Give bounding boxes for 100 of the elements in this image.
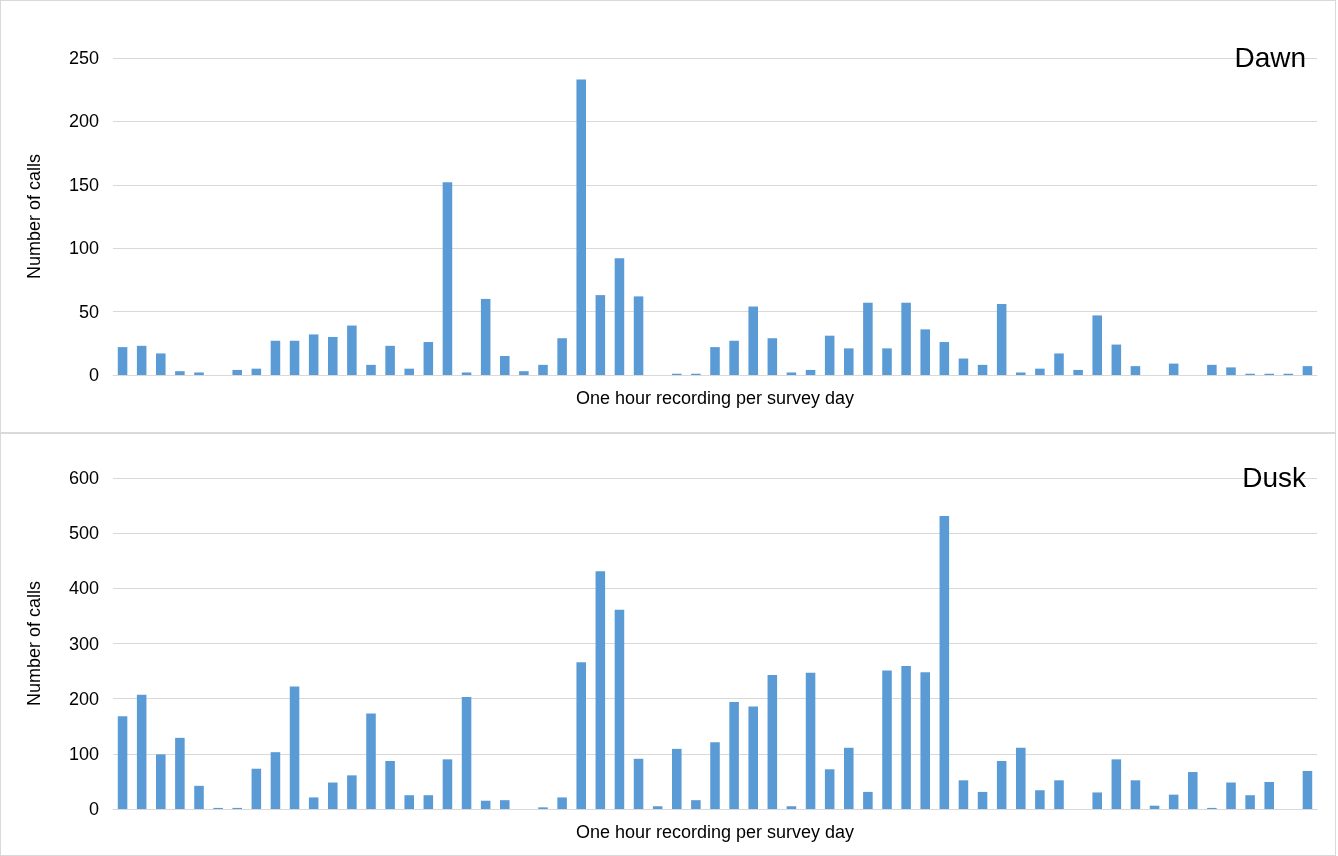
bar [1130,366,1141,375]
chart-title: Dusk [1242,461,1307,493]
bar [920,329,930,375]
bar [461,372,472,375]
bar [595,571,606,809]
bar [366,713,376,809]
bar [748,706,758,809]
y-tick-label: 100 [68,743,99,764]
bar [614,258,625,375]
y-tick-label: 300 [68,633,99,654]
bar [328,336,338,375]
bar [958,780,969,809]
bar [232,369,242,375]
bar [1226,782,1236,809]
y-tick-label: 200 [68,111,99,132]
bar [1302,770,1313,809]
bar [461,697,472,809]
bar [691,800,701,809]
bar [1264,781,1274,809]
bar [863,302,873,375]
y-tick-label: 150 [68,174,99,195]
bar [1054,780,1064,809]
x-axis-title: One hour recording per survey day [575,388,855,408]
x-axis-title: One hour recording per survey day [575,822,855,842]
bar [977,364,988,375]
bar [423,342,434,375]
bar [1092,315,1102,375]
bar [289,340,300,375]
bar [786,372,797,375]
bar [1207,364,1217,375]
bar [748,306,758,375]
bar [557,797,567,809]
bar [1111,759,1122,809]
bar [1092,792,1102,809]
bar [328,782,338,809]
bar [595,295,606,375]
bar [385,345,395,375]
bar [194,372,204,375]
bar [1016,372,1026,375]
bar [920,672,930,809]
y-tick-label: 200 [68,688,99,709]
bar [117,716,128,809]
bar [404,795,414,809]
y-tick-label: 250 [68,48,99,68]
bar [901,302,911,375]
bar [805,672,816,809]
y-tick-label: 50 [78,301,99,322]
bar [480,298,491,375]
bar [136,345,147,375]
bar [824,769,835,809]
bar [175,371,185,375]
bar [863,791,873,809]
bar [270,340,281,375]
bar [1168,794,1179,809]
y-tick-label: 0 [88,365,99,385]
y-tick-label: 600 [68,468,99,488]
bar [1226,367,1236,375]
bar [270,752,281,809]
bar [251,768,262,809]
bar [901,666,911,809]
bar [1035,790,1045,809]
bar [844,747,854,809]
chart-title: Dawn [1234,41,1307,73]
bar [729,701,739,809]
bar [500,800,510,809]
bar [500,355,510,375]
bar [1302,366,1313,375]
bar [939,516,950,809]
bar [308,797,319,809]
bar [710,347,720,375]
y-tick-label: 500 [68,523,99,544]
bar [308,334,319,375]
bar [767,338,778,375]
bar [576,79,586,375]
bar [652,806,663,809]
bar [1035,368,1045,375]
bar [442,182,453,375]
bar [538,364,548,375]
bar [805,369,816,375]
bar [423,795,434,809]
y-tick-label: 100 [68,238,99,259]
y-tick-label: 400 [68,578,99,599]
bar [1073,369,1083,375]
bar [289,686,300,809]
bar [786,806,797,809]
bar [1111,344,1122,375]
bar [117,347,128,375]
bar [1130,780,1141,809]
bar [710,742,720,809]
bar [958,358,969,375]
bar [404,368,414,375]
bar [347,775,357,809]
bar [557,338,567,375]
bar [1245,795,1255,809]
bar [347,325,357,375]
bar [633,296,644,375]
bar [576,662,586,809]
bar [996,761,1007,809]
bar [366,364,376,375]
y-axis-title: Number of calls [24,580,44,707]
